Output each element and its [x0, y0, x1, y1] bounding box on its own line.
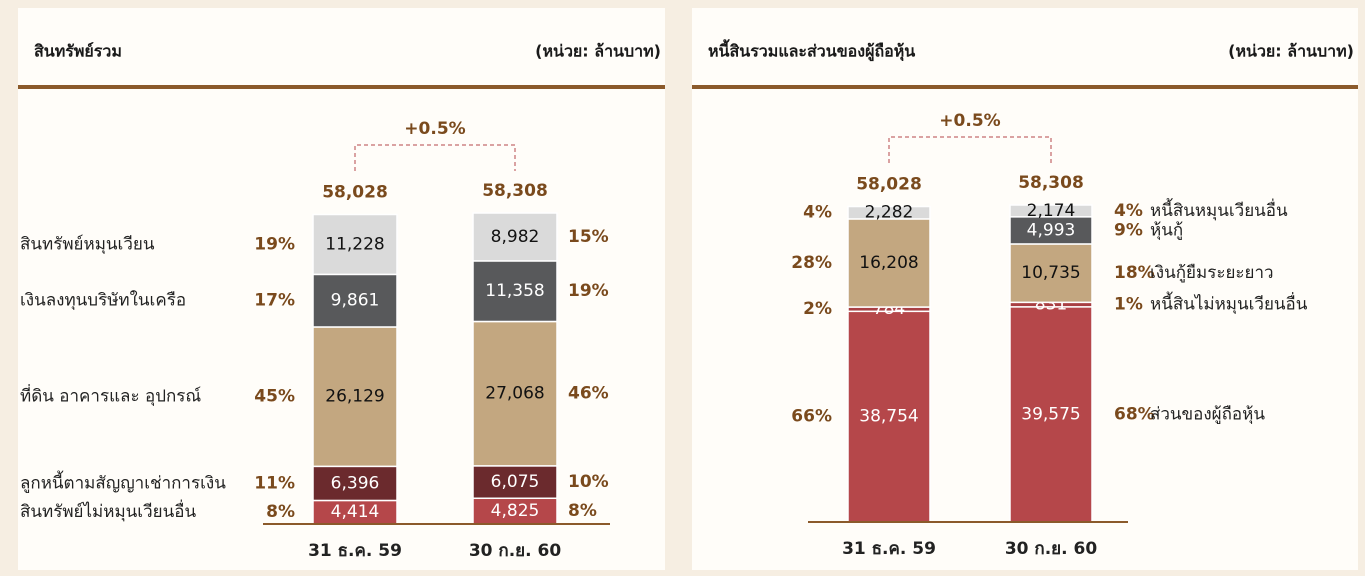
share-label: 1% — [1114, 295, 1143, 315]
chart-title: สินทรัพย์รวม — [34, 42, 122, 61]
bar-segment — [1009, 306, 1093, 523]
total-label: 58,028 — [322, 182, 388, 202]
bar-segment — [847, 205, 931, 220]
segment-label: 6,396 — [331, 473, 380, 493]
segment-label: 26,129 — [325, 387, 384, 407]
category-label: 31 ธ.ค. 59 — [842, 539, 936, 559]
series-name: หุ้นกู้ — [1150, 220, 1183, 240]
header-rule — [692, 85, 1358, 89]
change-bracket — [888, 136, 1052, 163]
total-label: 58,308 — [482, 181, 548, 201]
segment-label: 6,075 — [491, 472, 540, 492]
series-name: สินทรัพย์ไม่หมุนเวียนอื่น — [20, 499, 196, 522]
bar-segment — [312, 326, 398, 468]
category-label: 30 ก.ย. 60 — [1005, 539, 1097, 559]
series-name: สินทรัพย์หมุนเวียน — [20, 234, 155, 254]
segment-label: 4,993 — [1027, 220, 1076, 240]
series-name: ลูกหนี้ตามสัญญาเช่าการเงิน — [20, 470, 226, 493]
change-bracket — [354, 144, 516, 171]
segment-label: 16,208 — [859, 253, 918, 273]
category-label: 31 ธ.ค. 59 — [308, 541, 402, 561]
bar-segment — [472, 260, 558, 323]
segment-label: 9,861 — [331, 291, 380, 311]
segment-label: 8,982 — [491, 227, 540, 247]
share-label: 66% — [791, 407, 832, 427]
segment-label: 38,754 — [859, 407, 918, 427]
total-label: 58,308 — [1018, 173, 1084, 193]
share-label: 4% — [803, 203, 832, 223]
segment-label: 2,174 — [1027, 201, 1076, 221]
share-label: 46% — [568, 384, 609, 404]
bar-segment — [1009, 243, 1093, 304]
share-label: 8% — [266, 502, 295, 522]
segment-label: 4,414 — [331, 502, 380, 522]
share-label: 9% — [1114, 220, 1143, 240]
segment-label: 11,228 — [325, 234, 384, 254]
share-label: 45% — [254, 387, 295, 407]
series-name: ส่วนของผู้ถือหุ้น — [1150, 404, 1265, 424]
series-name: หนี้สินไม่หมุนเวียนอื่น — [1150, 292, 1308, 315]
change-label: +0.5% — [404, 119, 465, 139]
series-name: เงินกู้ยืมระยะยาว — [1150, 263, 1274, 283]
share-label: 17% — [254, 291, 295, 311]
unit-note: (หน่วย: ล้านบาท) — [1228, 42, 1354, 61]
bar-segment — [472, 212, 558, 262]
bar-segment — [1009, 204, 1093, 218]
segment-label: 39,575 — [1021, 404, 1080, 424]
bar-segment — [847, 310, 931, 523]
share-label: 28% — [791, 253, 832, 273]
change-label: +0.5% — [939, 111, 1000, 131]
bar-segment — [1009, 216, 1093, 245]
share-label: 19% — [254, 234, 295, 254]
segment-label: 2,282 — [865, 203, 914, 223]
share-label: 15% — [568, 227, 609, 247]
header-rule — [18, 85, 665, 89]
share-label: 18% — [1114, 263, 1155, 283]
series-name: หนี้สินหมุนเวียนอื่น — [1150, 198, 1288, 221]
segment-label: 11,358 — [485, 281, 544, 301]
category-label: 30 ก.ย. 60 — [469, 541, 561, 561]
segment-label: 4,825 — [491, 501, 540, 521]
share-label: 4% — [1114, 201, 1143, 221]
segment-label: 27,068 — [485, 384, 544, 404]
share-label: 19% — [568, 281, 609, 301]
bar-segment — [312, 213, 398, 276]
share-label: 8% — [568, 501, 597, 521]
chart-title: หนี้สินรวมและส่วนของผู้ถือหุ้น — [708, 39, 915, 63]
unit-note: (หน่วย: ล้านบาท) — [535, 42, 661, 61]
share-label: 68% — [1114, 404, 1155, 424]
share-label: 11% — [254, 473, 295, 493]
series-name: ที่ดิน อาคารและ อุปกรณ์ — [20, 384, 201, 407]
bar-segment — [472, 465, 558, 500]
series-name: เงินลงทุนบริษัทในเครือ — [20, 290, 186, 311]
bar-segment — [847, 218, 931, 308]
share-label: 2% — [803, 299, 832, 319]
total-label: 58,028 — [856, 175, 922, 195]
share-label: 10% — [568, 472, 609, 492]
segment-label: 10,735 — [1021, 263, 1080, 283]
